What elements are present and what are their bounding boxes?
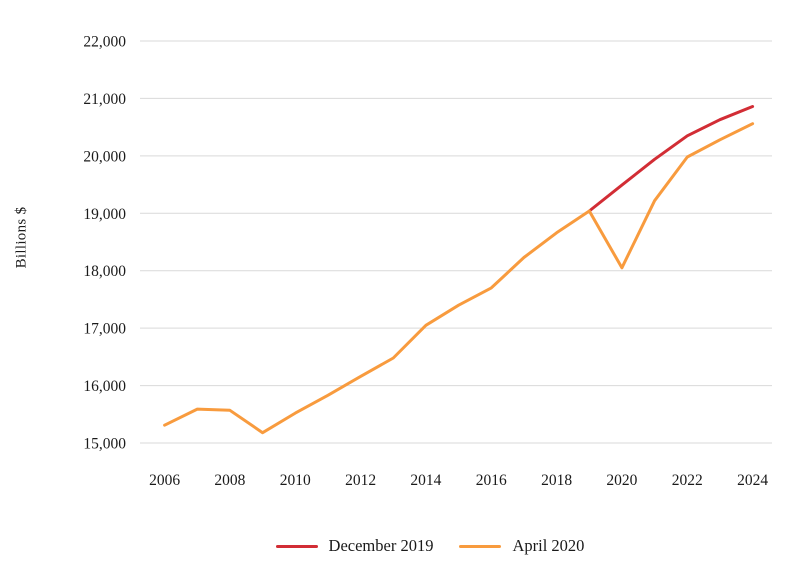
x-tick-label: 2022 xyxy=(672,472,703,489)
x-axis-tick-labels: 2006 2008 2010 2012 2014 2016 2018 2020 2022 2024 xyxy=(149,472,768,489)
legend-line-swatch-december-2019 xyxy=(275,544,318,548)
x-tick-label: 2006 xyxy=(149,472,180,489)
x-tick-label: 2008 xyxy=(214,472,245,489)
x-tick-label: 2012 xyxy=(345,472,376,489)
gridlines xyxy=(140,40,772,444)
y-tick-label: 21,000 xyxy=(83,91,126,108)
y-tick-label: 17,000 xyxy=(83,321,126,338)
x-tick-label: 2010 xyxy=(280,472,311,489)
y-tick-label: 22,000 xyxy=(83,34,126,51)
legend-item-april-2020: April 2020 xyxy=(459,536,584,556)
y-tick-label: 18,000 xyxy=(83,263,126,280)
x-tick-label: 2016 xyxy=(476,472,507,489)
x-tick-label: 2020 xyxy=(606,472,637,489)
legend-label-december-2019: December 2019 xyxy=(328,536,434,555)
y-axis-tick-labels: 15,000 16,000 17,000 18,000 19,000 20,000 21,0… xyxy=(83,34,126,453)
legend-line-swatch-april-2020 xyxy=(459,544,502,548)
y-tick-label: 20,000 xyxy=(83,148,126,165)
y-tick-label: 16,000 xyxy=(83,378,126,395)
y-tick-label: 19,000 xyxy=(83,206,126,223)
y-tick-label: 15,000 xyxy=(83,436,126,453)
x-tick-label: 2014 xyxy=(410,472,441,489)
legend: December 2019 April 2020 xyxy=(0,536,800,556)
x-tick-label: 2018 xyxy=(541,472,572,489)
x-tick-label: 2024 xyxy=(737,472,768,489)
series-line-april-2020 xyxy=(163,122,755,435)
legend-item-december-2019: December 2019 xyxy=(275,536,434,556)
legend-label-april-2020: April 2020 xyxy=(512,536,585,555)
series-line-december-2019 xyxy=(587,105,755,213)
series-lines xyxy=(163,105,755,435)
